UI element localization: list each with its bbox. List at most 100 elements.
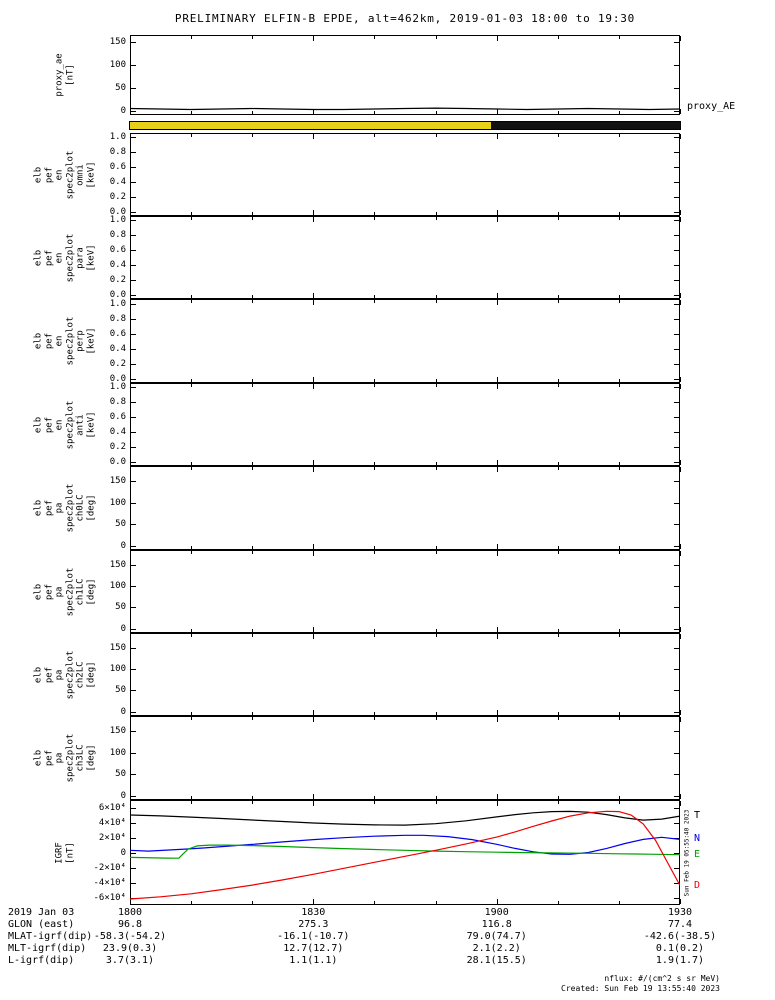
xtick-mark <box>557 462 559 465</box>
ytick-label: 0.8 <box>109 313 126 324</box>
ytick-label: -2×10⁴ <box>93 862 126 873</box>
xtick-mark <box>191 384 193 387</box>
xtick-mark <box>435 212 437 215</box>
ytick-mark <box>674 111 679 113</box>
xtick-mark <box>496 109 498 114</box>
ytick-mark <box>674 524 679 526</box>
xtick-mark <box>680 300 681 305</box>
ytick-mark <box>131 481 136 483</box>
xtick-mark <box>374 212 376 215</box>
ytick-mark <box>131 731 136 733</box>
ytick-mark <box>674 348 679 350</box>
ytick-mark <box>674 318 679 320</box>
xtick-mark <box>557 629 559 632</box>
row-value: 1.1(1.1) <box>289 955 338 966</box>
ytick-mark <box>674 502 679 504</box>
ytick-mark <box>674 807 679 809</box>
ytick-mark <box>674 220 679 222</box>
ytick-mark <box>674 852 679 854</box>
xtick-mark <box>130 460 131 465</box>
ytick-mark <box>674 586 679 588</box>
ytick-mark <box>674 461 679 463</box>
xtick-mark <box>680 384 681 389</box>
xtick-mark <box>313 551 315 556</box>
series-D <box>130 810 680 900</box>
xtick-mark <box>557 217 559 220</box>
xtick-mark <box>130 109 131 114</box>
ytick-mark <box>131 564 136 566</box>
xtick-mark <box>130 134 131 139</box>
xtick-mark <box>191 295 193 298</box>
xtick-mark <box>374 901 376 904</box>
xtick-mark <box>435 712 437 715</box>
row-label-1: GLON (east) <box>8 919 75 930</box>
xtick-mark <box>557 717 559 720</box>
panel-igrf <box>130 800 680 905</box>
ytick-mark <box>674 882 679 884</box>
ytick-mark <box>131 152 136 154</box>
ytick-mark <box>674 481 679 483</box>
xtick-mark <box>130 801 131 806</box>
ytick-mark <box>131 502 136 504</box>
ytick-label: 0.0 <box>109 373 126 384</box>
xtick-mark <box>130 899 131 904</box>
xtick-mark <box>496 210 498 215</box>
ytick-label: 50 <box>115 685 126 696</box>
ytick-label: 0 <box>120 847 126 858</box>
xtick-mark <box>313 460 315 465</box>
row-label-3: MLT-igrf(dip) <box>8 943 87 954</box>
ytick-mark <box>674 250 679 252</box>
xtick-mark <box>618 712 620 715</box>
xtick-mark <box>618 717 620 720</box>
ytick-mark <box>131 669 136 671</box>
xtick-mark <box>680 109 681 114</box>
ytick-label: 100 <box>109 497 126 508</box>
plot-title: PRELIMINARY ELFIN-B EPDE, alt=462km, 201… <box>174 12 636 25</box>
ytick-mark <box>674 137 679 139</box>
row-label-0: 2019 Jan 03 <box>8 907 75 918</box>
ytick-label: 0.2 <box>109 274 126 285</box>
xtick-mark <box>618 629 620 632</box>
ytick-mark <box>131 387 136 389</box>
ytick-mark <box>674 669 679 671</box>
xtick-mark <box>435 634 437 637</box>
xtick-mark <box>374 134 376 137</box>
ytick-mark <box>674 897 679 899</box>
ytick-mark <box>674 378 679 380</box>
ytick-mark <box>131 545 136 547</box>
panel-pa_ch0lc <box>130 466 680 550</box>
row-value: 1900 <box>484 907 509 918</box>
xtick-mark <box>252 212 254 215</box>
footer: nflux: #/(cm^2 s sr MeV) Created: Sun Fe… <box>561 974 720 993</box>
ytick-mark <box>674 752 679 754</box>
series-E <box>130 844 680 859</box>
ytick-label: 0.4 <box>109 259 126 270</box>
xtick-mark <box>496 551 498 556</box>
ytick-mark <box>131 167 136 169</box>
xtick-mark <box>618 546 620 549</box>
xtick-mark <box>130 293 131 298</box>
ytick-mark <box>674 279 679 281</box>
xtick-mark <box>557 36 559 39</box>
xtick-mark <box>680 36 681 41</box>
row-value: 28.1(15.5) <box>466 955 527 966</box>
series-proxy_ae <box>130 107 680 111</box>
row-value: 1.9(1.7) <box>655 955 705 966</box>
xtick-mark <box>191 462 193 465</box>
xtick-mark <box>680 544 681 549</box>
xtick-mark <box>191 717 193 720</box>
ytick-label: 0 <box>120 540 126 551</box>
row-value: -58.3(-54.2) <box>93 931 167 942</box>
xtick-mark <box>252 134 254 137</box>
ytick-mark <box>674 690 679 692</box>
ytick-mark <box>131 690 136 692</box>
xtick-mark <box>557 212 559 215</box>
xtick-mark <box>680 134 681 139</box>
xtick-mark <box>374 111 376 114</box>
xtick-mark <box>191 134 193 137</box>
xtick-mark <box>191 300 193 303</box>
ytick-label: 150 <box>109 476 126 487</box>
xtick-mark <box>191 111 193 114</box>
ytick-label: 100 <box>109 664 126 675</box>
ytick-mark <box>131 88 136 90</box>
